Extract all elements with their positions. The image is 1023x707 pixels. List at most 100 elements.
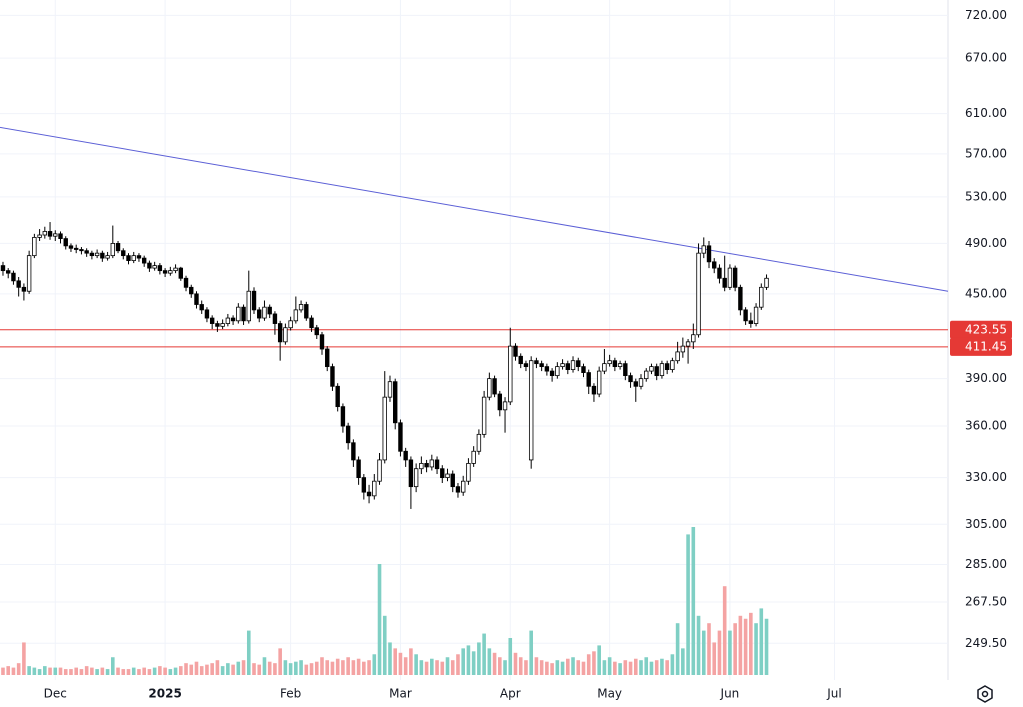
x-tick-label: Dec xyxy=(44,687,67,701)
candle-body xyxy=(670,360,675,370)
x-tick-label: May xyxy=(597,687,622,701)
volume-bar xyxy=(759,608,764,675)
volume-bar xyxy=(362,661,366,675)
volume-bar xyxy=(529,630,533,675)
candle-body xyxy=(272,313,278,324)
volume-bar xyxy=(37,669,42,675)
volume-bar xyxy=(111,657,115,675)
settings-hex[interactable] xyxy=(977,685,993,703)
volume-bar xyxy=(173,667,178,675)
volume-bar xyxy=(623,660,628,675)
candle-body xyxy=(424,463,429,468)
volume-bar xyxy=(320,657,324,675)
candle-body xyxy=(194,293,199,305)
volume-bar xyxy=(377,564,382,675)
candle-body xyxy=(199,304,204,311)
x-tick-label: Feb xyxy=(280,687,301,701)
volume-bar xyxy=(639,660,643,675)
candle-body xyxy=(732,267,738,288)
y-tick-label: 670.00 xyxy=(965,51,1007,65)
volume-bar xyxy=(210,663,214,675)
volume-bar xyxy=(356,658,361,675)
volume-bar xyxy=(707,623,711,675)
volume-bar xyxy=(330,661,335,675)
volume-bar xyxy=(419,660,424,675)
trend-line xyxy=(0,126,949,292)
candle-body xyxy=(11,272,16,282)
volume-bar xyxy=(471,651,476,675)
volume-bar xyxy=(670,654,675,675)
volume-bar xyxy=(58,667,63,675)
candle-body xyxy=(21,286,27,292)
volume-bar xyxy=(414,654,418,675)
candle-body xyxy=(220,323,225,327)
volume-bar xyxy=(335,658,340,675)
candle-body xyxy=(293,309,299,322)
volume-bar xyxy=(194,661,199,675)
candle-body xyxy=(42,231,48,236)
volume-bar xyxy=(581,661,586,675)
volume-bar xyxy=(524,660,528,675)
volume-bar xyxy=(158,666,162,675)
candle-body xyxy=(528,360,534,461)
y-tick-label: 530.00 xyxy=(965,189,1007,203)
candle-body xyxy=(591,385,597,395)
volume-bar xyxy=(466,645,471,675)
volume-bar xyxy=(95,669,99,675)
volume-bar xyxy=(722,586,727,675)
volume-bar xyxy=(283,660,288,675)
volume-bar xyxy=(131,667,136,675)
candle-body xyxy=(257,309,262,319)
candle-body xyxy=(131,255,136,261)
candle-body xyxy=(570,360,576,370)
level-label: 411.45 xyxy=(965,339,1007,353)
volume-bar xyxy=(565,658,570,675)
candle-body xyxy=(314,327,319,336)
volume-bar xyxy=(477,642,481,675)
candle-body xyxy=(429,459,435,468)
volume-bar xyxy=(53,667,58,675)
volume-bar xyxy=(586,654,591,675)
candle-body xyxy=(445,473,450,479)
volume-bar xyxy=(738,615,743,675)
volume-bar xyxy=(152,667,157,675)
volume-bar xyxy=(503,660,507,675)
volume-bar xyxy=(754,623,758,675)
volume-bar xyxy=(602,660,607,675)
volume-bar xyxy=(246,630,251,675)
candle-body xyxy=(717,267,722,279)
volume-bar xyxy=(440,661,445,675)
volume-bar xyxy=(1,667,5,675)
volume-bar xyxy=(733,623,737,675)
candle-body xyxy=(325,348,330,368)
candle-body xyxy=(189,286,194,295)
volume-bar xyxy=(712,642,717,675)
volume-bar xyxy=(346,657,350,675)
candle-body xyxy=(0,265,6,272)
settings-icon[interactable] xyxy=(977,685,993,703)
candle-body xyxy=(518,355,523,365)
candle-body xyxy=(361,477,367,493)
candle-body xyxy=(356,459,361,479)
y-tick-label: 720.00 xyxy=(965,8,1007,22)
candle-body xyxy=(267,306,272,315)
volume-bar xyxy=(728,630,732,675)
settings-dot[interactable] xyxy=(981,690,989,698)
candle-body xyxy=(560,363,565,368)
candle-body xyxy=(492,378,497,395)
candle-body xyxy=(764,277,769,288)
candle-body xyxy=(727,267,733,288)
volume-bar xyxy=(398,652,403,675)
volume-bar xyxy=(278,648,282,675)
candle-body xyxy=(209,317,215,324)
candle-body xyxy=(68,245,74,249)
candle-body xyxy=(738,286,743,311)
candle-body xyxy=(26,255,32,292)
candle-body xyxy=(508,345,513,403)
volume-bar xyxy=(236,661,241,675)
volume-bar xyxy=(576,660,581,675)
candle-body xyxy=(157,265,163,272)
volume-bar xyxy=(6,666,11,675)
volume-bar xyxy=(32,667,37,675)
candle-body xyxy=(58,233,63,240)
